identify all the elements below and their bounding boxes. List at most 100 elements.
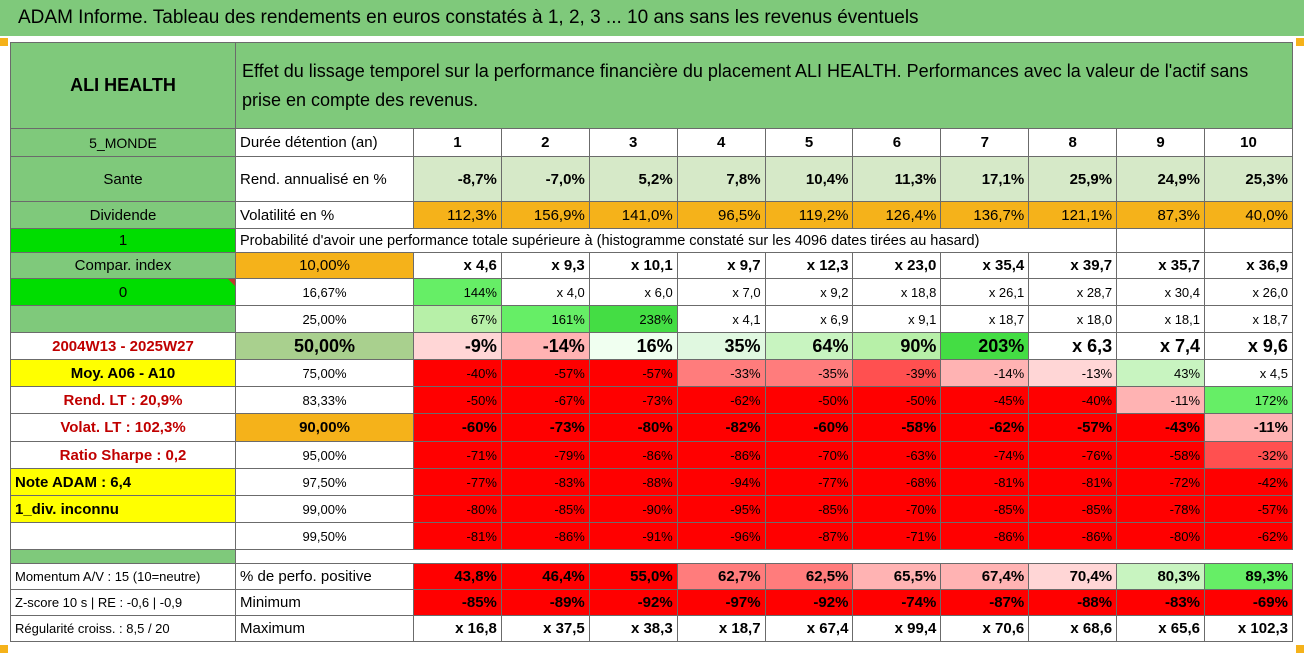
- performance-multiple: -83%: [500, 468, 590, 496]
- volatility-value: 96,5%: [676, 201, 766, 229]
- performance-multiple: -33%: [676, 359, 766, 387]
- summary-value: -92%: [764, 589, 854, 616]
- performance-multiple: x 4,5: [1204, 359, 1293, 387]
- probability-row: 25,00% 67% 161% 238% x 4,1 x 6,9 x 9,1 x 18,7 x …: [10, 305, 1293, 333]
- performance-multiple: -80%: [413, 495, 502, 523]
- performance-multiple: -87%: [764, 522, 854, 550]
- annualized-return-value: 5,2%: [588, 156, 678, 202]
- summary-value: x 38,3: [588, 615, 678, 642]
- summary-value: x 37,5: [500, 615, 590, 642]
- summary-value: -83%: [1116, 589, 1206, 616]
- performance-multiple: x 28,7: [1028, 278, 1118, 306]
- performance-multiple: x 12,3: [764, 252, 854, 279]
- performance-multiple: x 9,6: [1204, 332, 1293, 360]
- annualized-return-value: 25,9%: [1028, 156, 1118, 202]
- probability-row: Note ADAM : 6,4 97,50% -77% -83% -88% -94% -77…: [10, 468, 1293, 496]
- probability-threshold: 16,67%: [235, 278, 414, 306]
- spacer-cell: [235, 549, 1293, 564]
- momentum-label: Momentum A/V : 15 (10=neutre): [10, 563, 236, 590]
- probability-row: 2004W13 - 2025W27 50,00% -9% -14% 16% 35% 64% 9…: [10, 332, 1293, 360]
- performance-multiple: -73%: [588, 386, 678, 414]
- performance-multiple: x 18,8: [852, 278, 942, 306]
- performance-multiple: -81%: [940, 468, 1030, 496]
- summary-value: 43,8%: [413, 563, 502, 590]
- summary-value: 89,3%: [1204, 563, 1293, 590]
- summary-label: Maximum: [235, 615, 414, 642]
- adam-rating: Note ADAM : 6,4: [10, 468, 236, 496]
- report-title: ADAM Informe. Tableau des rendements en …: [0, 0, 1304, 36]
- period-range: 2004W13 - 2025W27: [10, 332, 236, 360]
- performance-multiple: -91%: [588, 522, 678, 550]
- annualized-return-value: 7,8%: [676, 156, 766, 202]
- performance-multiple: -76%: [1028, 441, 1118, 469]
- performance-multiple: -68%: [852, 468, 942, 496]
- probability-threshold: 25,00%: [235, 305, 414, 333]
- performance-multiple: 16%: [588, 332, 678, 360]
- performance-multiple: -86%: [588, 441, 678, 469]
- duration-year: 2: [500, 128, 590, 157]
- performance-multiple: 203%: [940, 332, 1030, 360]
- performance-multiple: -80%: [588, 413, 678, 442]
- performance-multiple: -94%: [676, 468, 766, 496]
- dividend-label: Dividende: [10, 201, 236, 229]
- empty-cell: [1116, 228, 1206, 253]
- duration-row: 5_MONDE Durée détention (an) 1 2 3 4 5 6 7 8 9 10: [10, 128, 1293, 157]
- performance-multiple: -13%: [1028, 359, 1118, 387]
- performance-table-frame: ALI HEALTH Effet du lissage temporel sur …: [10, 42, 1293, 642]
- long-term-volatility: Volat. LT : 102,3%: [10, 413, 236, 442]
- annualized-return-value: -7,0%: [500, 156, 590, 202]
- dividend-status: 1_div. inconnu: [10, 495, 236, 523]
- performance-multiple: -57%: [500, 359, 590, 387]
- performance-multiple: -43%: [1116, 413, 1206, 442]
- performance-multiple: -81%: [413, 522, 502, 550]
- probability-row: Ratio Sharpe : 0,2 95,00% -71% -79% -86% -86%…: [10, 441, 1293, 469]
- summary-value: 80,3%: [1116, 563, 1206, 590]
- performance-multiple: x 9,2: [764, 278, 854, 306]
- performance-multiple: -86%: [940, 522, 1030, 550]
- performance-multiple: 67%: [413, 305, 502, 333]
- performance-multiple: x 4,1: [676, 305, 766, 333]
- performance-multiple: -50%: [852, 386, 942, 414]
- performance-multiple: x 18,0: [1028, 305, 1118, 333]
- performance-multiple: x 10,1: [588, 252, 678, 279]
- duration-year: 9: [1116, 128, 1206, 157]
- corner-marker-bottom-right: [1296, 645, 1304, 653]
- performance-multiple: -90%: [588, 495, 678, 523]
- corner-marker-left: [0, 38, 8, 46]
- summary-row: Z-score 10 s | RE : -0,6 | -0,9 Minimum -8…: [10, 589, 1293, 616]
- performance-multiple: x 35,7: [1116, 252, 1206, 279]
- performance-multiple: -58%: [1116, 441, 1206, 469]
- performance-multiple: -73%: [500, 413, 590, 442]
- performance-multiple: -82%: [676, 413, 766, 442]
- performance-multiple: -60%: [764, 413, 854, 442]
- summary-value: 46,4%: [500, 563, 590, 590]
- performance-multiple: x 9,3: [500, 252, 590, 279]
- summary-value: 67,4%: [940, 563, 1030, 590]
- performance-multiple: -57%: [1204, 495, 1293, 523]
- performance-multiple: x 7,4: [1116, 332, 1206, 360]
- performance-multiple: -70%: [764, 441, 854, 469]
- volatility-value: 156,9%: [500, 201, 590, 229]
- summary-label: Minimum: [235, 589, 414, 616]
- performance-multiple: -85%: [764, 495, 854, 523]
- zscore-label: Z-score 10 s | RE : -0,6 | -0,9: [10, 589, 236, 616]
- long-term-return: Rend. LT : 20,9%: [10, 386, 236, 414]
- summary-label: % de perfo. positive: [235, 563, 414, 590]
- duration-year: 6: [852, 128, 942, 157]
- summary-value: 65,5%: [852, 563, 942, 590]
- empty-cell: [1204, 228, 1293, 253]
- performance-multiple: x 39,7: [1028, 252, 1118, 279]
- performance-multiple: -40%: [1028, 386, 1118, 414]
- summary-value: x 102,3: [1204, 615, 1293, 642]
- performance-multiple: -95%: [676, 495, 766, 523]
- probability-threshold: 97,50%: [235, 468, 414, 496]
- summary-value: -89%: [500, 589, 590, 616]
- volatility-value: 136,7%: [940, 201, 1030, 229]
- performance-multiple: x 18,7: [940, 305, 1030, 333]
- performance-multiple: 64%: [764, 332, 854, 360]
- performance-multiple: -96%: [676, 522, 766, 550]
- average-period: Moy. A06 - A10: [10, 359, 236, 387]
- probability-threshold: 83,33%: [235, 386, 414, 414]
- summary-value: 62,5%: [764, 563, 854, 590]
- annualized-return-value: 10,4%: [764, 156, 854, 202]
